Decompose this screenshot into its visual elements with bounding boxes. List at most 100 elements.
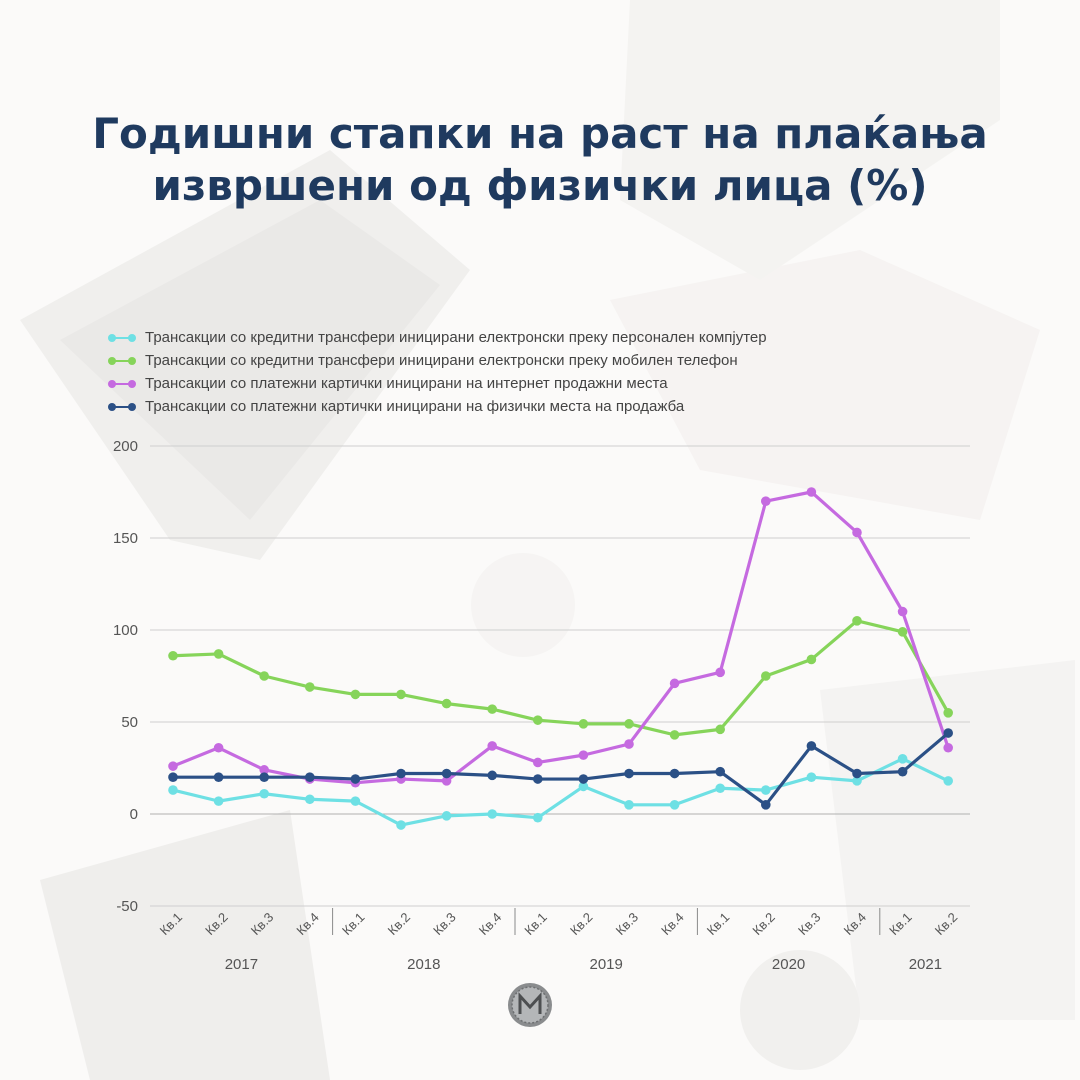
data-point bbox=[487, 770, 498, 781]
x-tick-label: Кв.3 bbox=[430, 910, 459, 939]
data-point bbox=[669, 800, 680, 810]
data-point bbox=[897, 754, 908, 764]
year-label: 2020 bbox=[772, 956, 805, 973]
data-point bbox=[715, 667, 725, 678]
data-point bbox=[168, 772, 178, 782]
year-label: 2021 bbox=[909, 956, 942, 973]
data-point bbox=[533, 812, 543, 823]
x-tick-label: Кв.2 bbox=[932, 910, 961, 939]
legend-marker-icon bbox=[108, 378, 136, 390]
data-point bbox=[578, 750, 589, 760]
x-tick-label: Кв.1 bbox=[704, 910, 733, 939]
data-point bbox=[305, 682, 315, 692]
series-line-2 bbox=[172, 619, 950, 737]
data-point bbox=[487, 704, 498, 714]
x-tick-label: Кв.4 bbox=[293, 910, 322, 939]
data-point bbox=[213, 649, 224, 659]
data-point bbox=[624, 719, 634, 729]
data-point bbox=[441, 811, 452, 821]
data-point bbox=[350, 796, 361, 806]
data-point bbox=[852, 616, 862, 626]
legend-marker-icon bbox=[108, 332, 136, 344]
x-tick-label: Кв.3 bbox=[795, 910, 824, 939]
data-point bbox=[168, 650, 178, 661]
data-point bbox=[806, 487, 817, 497]
data-point bbox=[943, 742, 953, 753]
data-point bbox=[897, 627, 908, 637]
data-point bbox=[624, 800, 634, 810]
data-point bbox=[806, 772, 817, 782]
legend-label: Трансакции со платежни картички инициран… bbox=[145, 375, 668, 392]
data-point bbox=[669, 768, 680, 779]
data-point bbox=[441, 768, 452, 779]
title-line-2: извршени од физички лица (%) bbox=[152, 161, 928, 210]
data-point bbox=[852, 527, 862, 538]
title-line-1: Годишни стапки на раст на плаќања bbox=[92, 109, 988, 158]
data-point bbox=[350, 689, 361, 700]
year-label: 2019 bbox=[590, 956, 623, 973]
data-point bbox=[168, 785, 178, 795]
x-tick-label: Кв.3 bbox=[613, 910, 642, 939]
y-tick-label: 100 bbox=[113, 622, 138, 639]
data-point bbox=[624, 739, 634, 749]
x-tick-label: Кв.4 bbox=[658, 910, 687, 939]
data-point bbox=[533, 774, 543, 784]
data-point bbox=[943, 776, 953, 786]
data-point bbox=[213, 796, 224, 806]
y-tick-label: 0 bbox=[130, 806, 138, 823]
data-point bbox=[259, 788, 270, 799]
legend-item: Трансакции со платежни картички инициран… bbox=[108, 372, 767, 395]
data-point bbox=[441, 776, 452, 786]
legend-item: Трансакции со кредитни трансфери иницира… bbox=[108, 349, 767, 372]
y-tick-label: -50 bbox=[116, 898, 138, 915]
data-point bbox=[213, 742, 224, 753]
data-point bbox=[168, 761, 178, 771]
legend-label: Трансакции со кредитни трансфери иницира… bbox=[145, 329, 767, 346]
data-point bbox=[761, 671, 771, 681]
legend-item: Трансакции со кредитни трансфери иницира… bbox=[108, 326, 767, 349]
data-point bbox=[259, 671, 270, 681]
y-tick-label: 50 bbox=[121, 714, 138, 731]
x-tick-label: Кв.3 bbox=[248, 910, 277, 939]
year-label: 2017 bbox=[225, 956, 258, 973]
data-point bbox=[715, 724, 725, 735]
data-point bbox=[578, 719, 589, 729]
data-point bbox=[669, 678, 680, 689]
year-label: 2018 bbox=[407, 956, 440, 973]
data-point bbox=[578, 781, 589, 792]
data-point bbox=[897, 766, 908, 777]
x-tick-label: Кв.1 bbox=[521, 910, 550, 939]
data-point bbox=[396, 820, 406, 830]
data-point bbox=[487, 809, 498, 819]
legend-item: Трансакции со платежни картички инициран… bbox=[108, 395, 767, 418]
x-tick-label: Кв.1 bbox=[886, 910, 915, 939]
data-point bbox=[259, 765, 270, 775]
data-point bbox=[533, 715, 543, 725]
data-point bbox=[533, 757, 543, 768]
data-point bbox=[259, 772, 270, 782]
legend-marker-icon bbox=[108, 401, 136, 413]
data-point bbox=[761, 800, 771, 810]
x-tick-label: Кв.2 bbox=[385, 910, 414, 939]
data-point bbox=[578, 774, 589, 784]
data-point bbox=[943, 708, 953, 718]
data-point bbox=[943, 728, 953, 738]
data-point bbox=[624, 768, 634, 779]
x-tick-label: Кв.1 bbox=[157, 910, 186, 939]
y-tick-label: 150 bbox=[113, 530, 138, 547]
data-point bbox=[715, 766, 725, 777]
series-line-3 bbox=[172, 490, 950, 785]
data-point bbox=[715, 783, 725, 794]
data-point bbox=[806, 654, 817, 665]
data-point bbox=[305, 772, 315, 782]
data-point bbox=[441, 698, 452, 709]
legend-marker-icon bbox=[108, 355, 136, 367]
x-tick-label: Кв.2 bbox=[202, 910, 231, 939]
data-point bbox=[761, 785, 771, 795]
series-line-4 bbox=[173, 731, 950, 807]
data-point bbox=[852, 768, 862, 779]
data-point bbox=[396, 689, 406, 700]
legend-label: Трансакции со платежни картички инициран… bbox=[145, 398, 685, 415]
